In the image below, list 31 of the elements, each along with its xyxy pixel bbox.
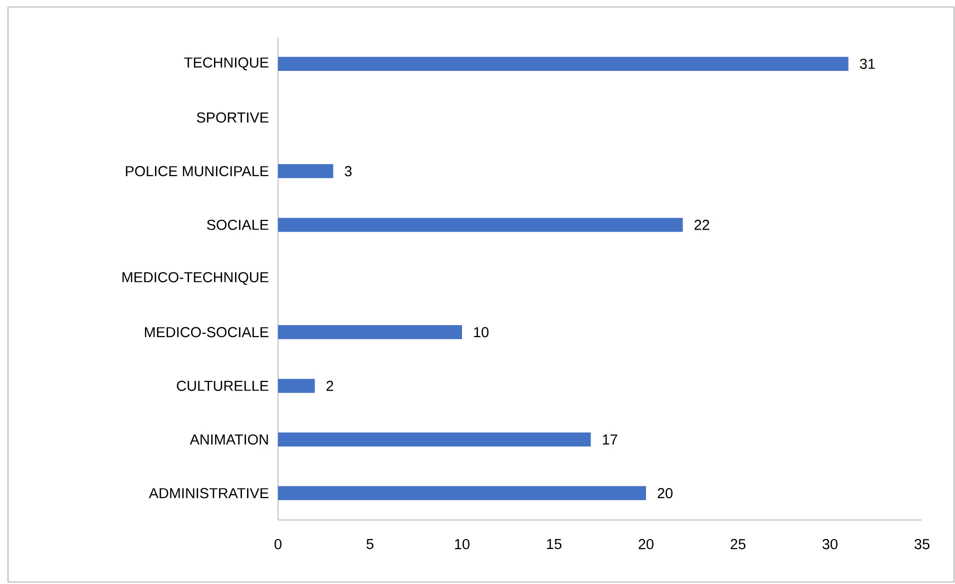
bar [278, 218, 683, 232]
x-tick-label: 0 [274, 539, 282, 550]
y-tick-label: POLICE MUNICIPALE [126, 166, 268, 176]
data-label: 22 [694, 220, 710, 230]
x-tick-label: 10 [455, 539, 470, 550]
y-tick-label: SOCIALE [207, 220, 268, 230]
y-tick-label: ADMINISTRATIVE [148, 488, 268, 498]
data-label: 2 [326, 380, 334, 391]
data-label: 20 [658, 488, 673, 498]
data-label: 31 [860, 58, 875, 69]
bar [278, 378, 315, 393]
bar [278, 432, 591, 446]
data-label: 10 [474, 327, 489, 338]
x-tick-label: 25 [730, 539, 746, 550]
bar [278, 325, 462, 340]
data-label: 17 [602, 434, 618, 444]
y-tick-label: CULTURELLE [176, 380, 268, 391]
y-tick-label: ANIMATION [190, 434, 268, 445]
y-tick-label: SPORTIVE [196, 112, 268, 123]
x-tick-label: 15 [547, 539, 562, 550]
bar [278, 164, 334, 178]
y-tick-label: MEDICO-TECHNIQUE [122, 272, 268, 285]
x-tick-label: 5 [366, 539, 374, 550]
data-label: 3 [344, 166, 352, 176]
y-tick-label: TECHNIQUE [184, 57, 268, 70]
x-tick-label: 30 [822, 539, 838, 550]
x-tick-label: 20 [638, 539, 654, 550]
bar [278, 486, 646, 500]
y-tick-label: MEDICO-SOCIALE [144, 327, 268, 338]
bar [278, 56, 848, 71]
x-tick-label: 35 [914, 539, 930, 550]
